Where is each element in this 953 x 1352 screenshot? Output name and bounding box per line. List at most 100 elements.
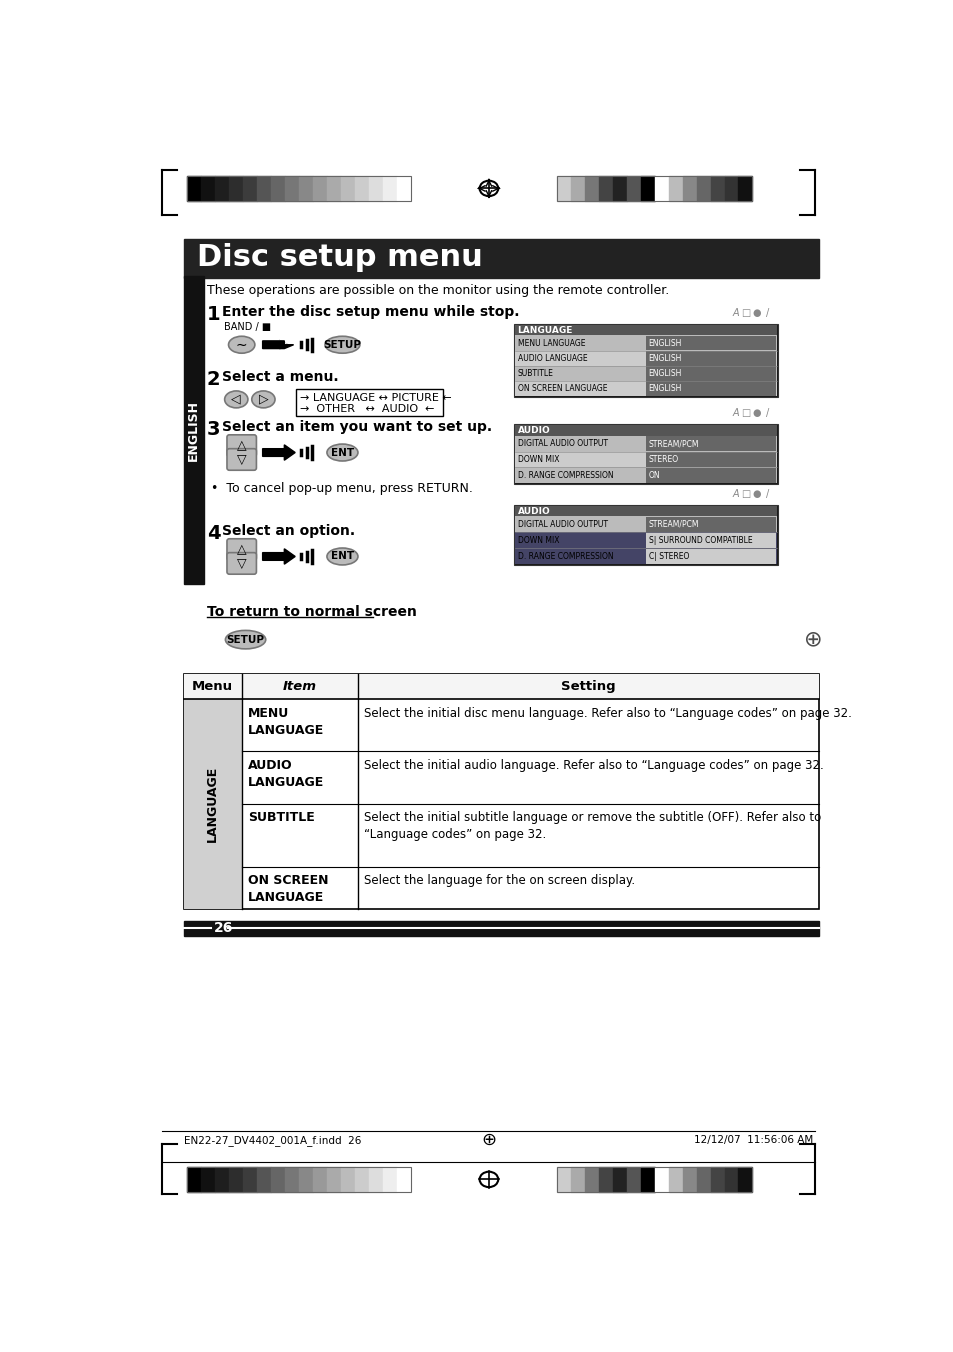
Bar <box>243 1167 257 1191</box>
Bar <box>738 1167 752 1191</box>
Bar <box>327 1167 340 1191</box>
FancyBboxPatch shape <box>227 538 256 560</box>
Text: D. RANGE COMPRESSION: D. RANGE COMPRESSION <box>517 470 613 480</box>
FancyBboxPatch shape <box>227 449 256 470</box>
Bar <box>382 1167 396 1191</box>
Bar <box>515 350 777 366</box>
Text: ON SCREEN
LANGUAGE: ON SCREEN LANGUAGE <box>248 875 328 904</box>
Text: AUDIO: AUDIO <box>517 507 550 515</box>
Polygon shape <box>262 341 294 349</box>
Bar <box>201 176 215 200</box>
Text: LANGUAGE: LANGUAGE <box>206 767 219 842</box>
Text: →  OTHER   ↔  AUDIO  ←: → OTHER ↔ AUDIO ← <box>299 404 434 414</box>
Bar <box>515 435 777 452</box>
Bar <box>340 176 355 200</box>
Text: ENGLISH: ENGLISH <box>648 338 681 347</box>
Bar <box>515 516 777 533</box>
Text: Disc setup menu: Disc setup menu <box>196 243 482 272</box>
Text: ●: ● <box>752 488 760 499</box>
Bar <box>612 1167 626 1191</box>
Text: △: △ <box>236 439 246 452</box>
Text: LANGUAGE: LANGUAGE <box>517 326 573 334</box>
Text: ON SCREEN LANGUAGE: ON SCREEN LANGUAGE <box>517 384 606 393</box>
Ellipse shape <box>325 337 359 353</box>
Text: ◁: ◁ <box>232 393 241 406</box>
Bar <box>515 324 777 335</box>
Text: □: □ <box>740 488 750 499</box>
Text: ENGLISH: ENGLISH <box>648 369 681 379</box>
Bar <box>723 1167 738 1191</box>
Bar <box>515 452 777 468</box>
Bar <box>271 176 285 200</box>
Text: S| SURROUND COMPATIBLE: S| SURROUND COMPATIBLE <box>648 535 751 545</box>
Text: Select the initial audio language. Refer also to “Language codes” on page 32.: Select the initial audio language. Refer… <box>364 758 823 772</box>
Bar <box>710 1167 723 1191</box>
Bar <box>682 1167 696 1191</box>
Text: AUDIO
LANGUAGE: AUDIO LANGUAGE <box>248 758 324 790</box>
Bar <box>369 1167 382 1191</box>
Text: 4: 4 <box>207 525 220 544</box>
Bar <box>571 176 584 200</box>
Text: → LANGUAGE ↔ PICTURE ←: → LANGUAGE ↔ PICTURE ← <box>299 393 451 403</box>
Text: Select a menu.: Select a menu. <box>222 370 338 384</box>
Text: ▷: ▷ <box>258 393 268 406</box>
Bar <box>645 435 776 452</box>
Text: Select an option.: Select an option. <box>222 525 355 538</box>
Bar <box>598 1167 612 1191</box>
Bar <box>396 1167 410 1191</box>
Text: ●: ● <box>752 408 760 418</box>
Text: ENGLISH: ENGLISH <box>648 354 681 362</box>
Bar <box>295 389 443 416</box>
Text: □: □ <box>740 408 750 418</box>
Bar <box>369 176 382 200</box>
Bar <box>645 452 776 466</box>
Bar <box>243 176 257 200</box>
Text: Enter the disc setup menu while stop.: Enter the disc setup menu while stop. <box>222 304 519 319</box>
Text: SUBTITLE: SUBTITLE <box>517 369 553 379</box>
Text: ENT: ENT <box>331 448 354 457</box>
Bar <box>645 352 776 365</box>
Bar <box>723 176 738 200</box>
Text: △: △ <box>236 544 246 556</box>
Ellipse shape <box>225 630 266 649</box>
Text: 1: 1 <box>207 304 220 323</box>
Bar <box>696 176 710 200</box>
Text: /: / <box>765 488 769 499</box>
Bar <box>584 176 598 200</box>
FancyBboxPatch shape <box>227 435 256 457</box>
Bar <box>682 176 696 200</box>
Bar <box>183 699 241 909</box>
Bar <box>298 176 313 200</box>
Text: 26: 26 <box>213 922 233 936</box>
Text: D. RANGE COMPRESSION: D. RANGE COMPRESSION <box>517 552 613 561</box>
Bar <box>645 533 776 548</box>
Bar <box>229 1167 243 1191</box>
Bar <box>340 1167 355 1191</box>
Bar <box>187 1167 201 1191</box>
Bar <box>696 1167 710 1191</box>
Text: Item: Item <box>282 680 316 694</box>
Bar <box>271 1167 285 1191</box>
Bar <box>626 1167 640 1191</box>
Ellipse shape <box>327 548 357 565</box>
Bar <box>183 239 819 277</box>
Bar <box>285 1167 298 1191</box>
Text: Select the initial disc menu language. Refer also to “Language codes” on page 32: Select the initial disc menu language. R… <box>364 707 851 719</box>
Bar <box>514 324 778 397</box>
Bar <box>654 1167 668 1191</box>
Text: BAND / ■: BAND / ■ <box>224 322 271 331</box>
FancyBboxPatch shape <box>227 553 256 575</box>
Text: ENGLISH: ENGLISH <box>648 384 681 393</box>
Text: C| STEREO: C| STEREO <box>648 552 688 561</box>
Bar <box>584 1167 598 1191</box>
Text: ⊕: ⊕ <box>802 630 821 650</box>
Text: EN22-27_DV4402_001A_f.indd  26: EN22-27_DV4402_001A_f.indd 26 <box>183 1134 360 1145</box>
Bar <box>654 176 668 200</box>
Bar <box>257 176 271 200</box>
Text: SETUP: SETUP <box>227 634 264 645</box>
Bar <box>215 1167 229 1191</box>
Bar <box>571 1167 584 1191</box>
Text: 3: 3 <box>207 420 220 439</box>
Text: DOWN MIX: DOWN MIX <box>517 456 558 464</box>
Text: Select the language for the on screen display.: Select the language for the on screen di… <box>364 875 635 887</box>
